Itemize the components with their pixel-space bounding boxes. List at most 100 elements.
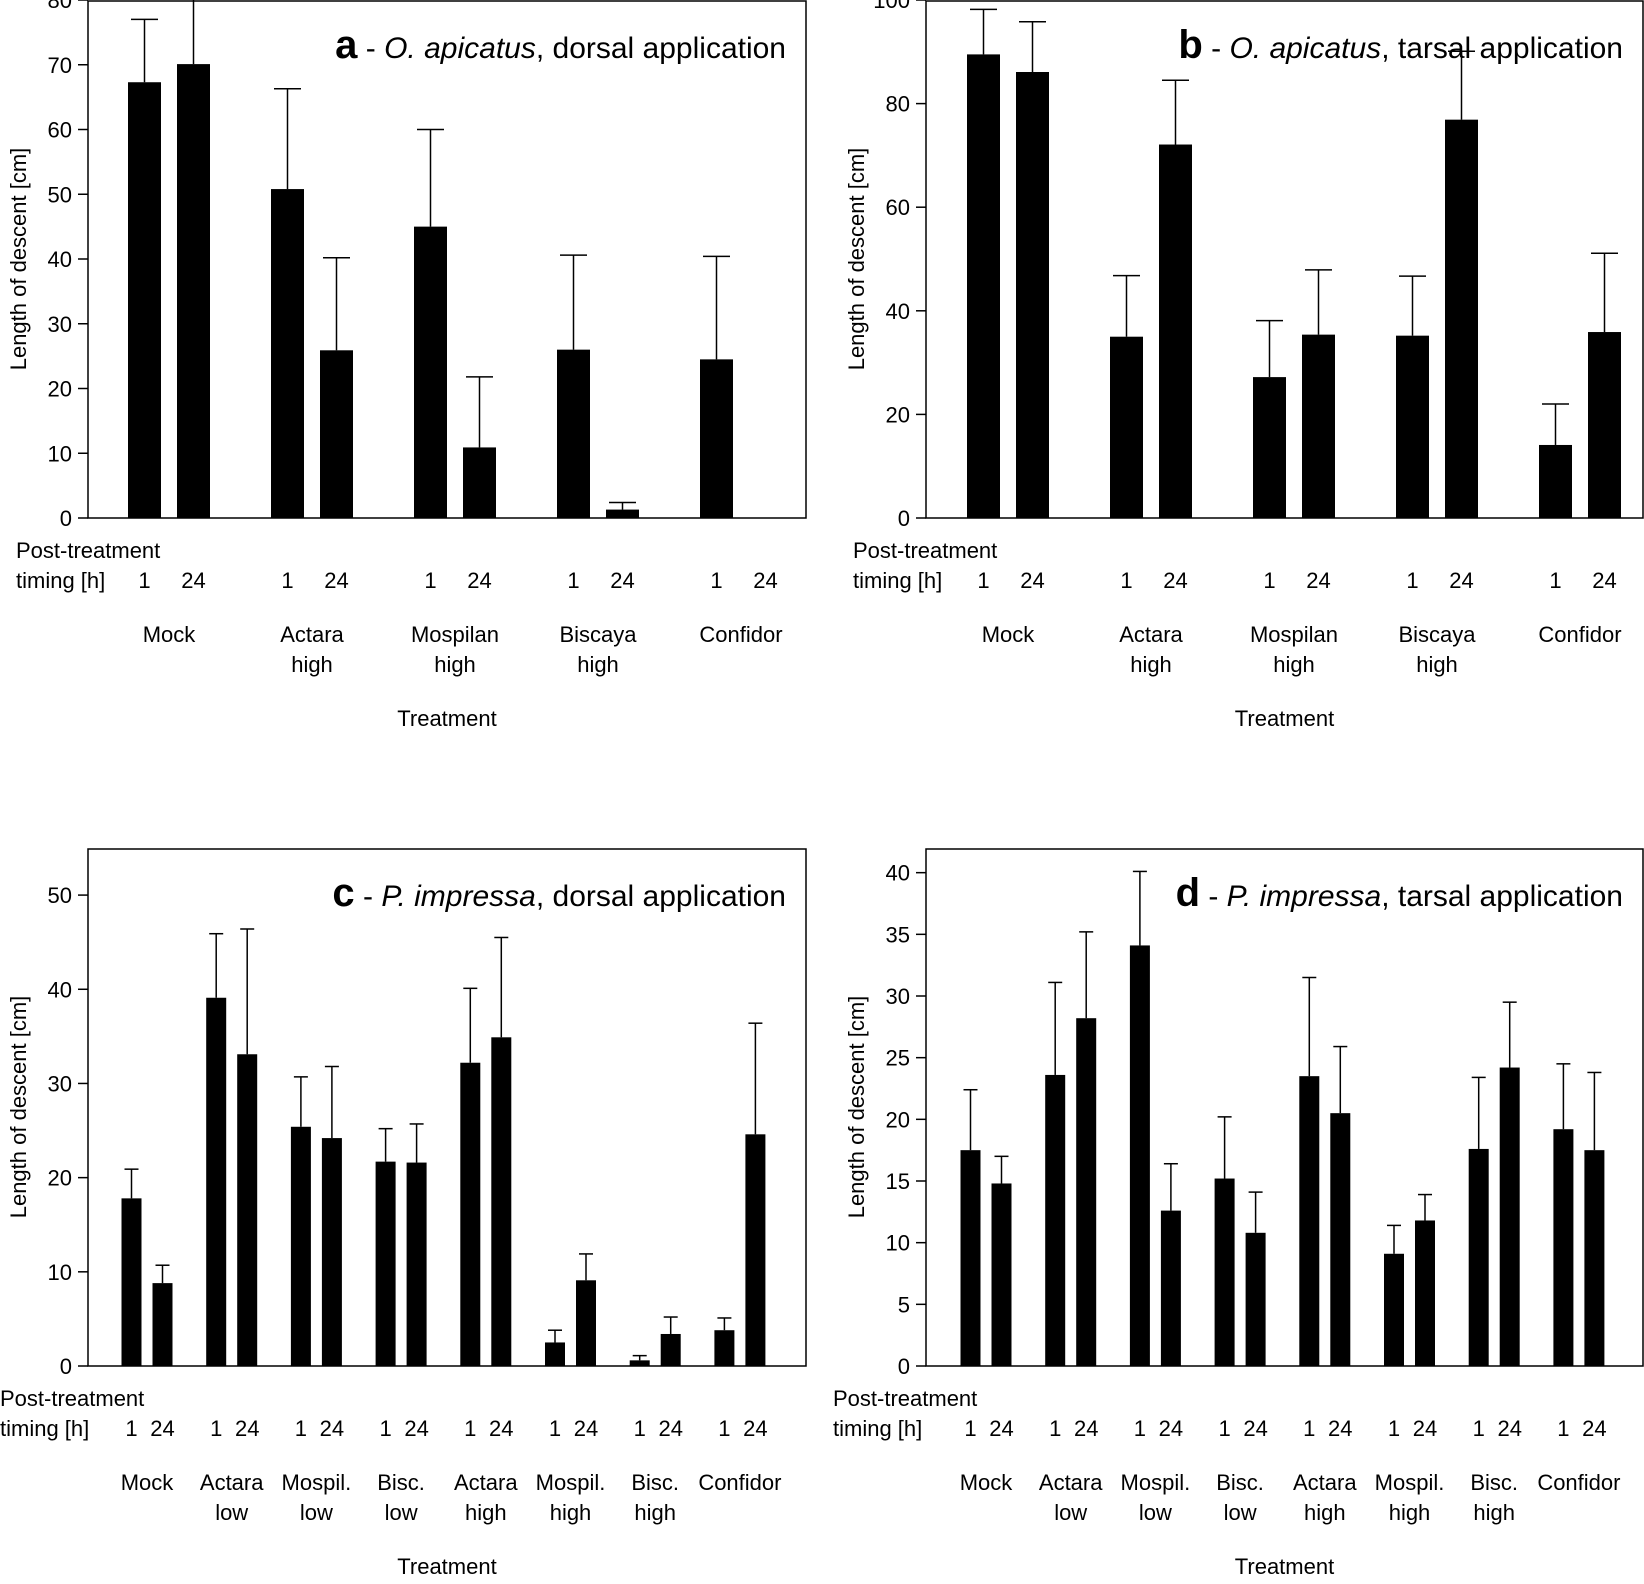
timing-tick-label: 24: [1497, 1416, 1521, 1441]
bar: [700, 359, 733, 518]
group-label: Confidor: [1537, 1470, 1620, 1495]
y-tick-label: 40: [886, 299, 910, 324]
panel-title-part: -: [357, 32, 384, 65]
bar: [1160, 1210, 1181, 1366]
group-label: Bisc.: [1216, 1470, 1264, 1495]
y-tick-label: 15: [886, 1169, 910, 1194]
timing-tick-label: 24: [989, 1416, 1013, 1441]
timing-tick-label: 24: [1306, 568, 1330, 593]
panel-title-part: -: [1200, 880, 1227, 913]
bar: [714, 1330, 735, 1366]
group-label: Mospilan: [411, 622, 499, 647]
bar: [745, 1134, 766, 1366]
timing-tick-label: 24: [1328, 1416, 1352, 1441]
bar: [1553, 1129, 1574, 1366]
timing-tick-label: 24: [489, 1416, 513, 1441]
timing-tick-label: 1: [549, 1416, 561, 1441]
group-label: high: [1130, 652, 1172, 677]
timing-tick-label: 1: [1549, 568, 1561, 593]
timing-tick-label: 1: [1388, 1416, 1400, 1441]
timing-tick-label: 24: [1582, 1416, 1606, 1441]
plot-frame: [87, 848, 807, 1367]
timing-tick-label: 24: [181, 568, 205, 593]
bar: [320, 350, 353, 518]
timing-tick-label: 24: [1592, 568, 1616, 593]
panel-title-part: , tarsal application: [1381, 880, 1623, 913]
panel-letter: a: [335, 23, 358, 67]
y-tick-label: 50: [48, 883, 72, 908]
y-axis-label: Length of descent [cm]: [844, 148, 869, 371]
bar: [1415, 1220, 1435, 1366]
bar: [576, 1280, 596, 1366]
y-tick-label: 30: [886, 984, 910, 1009]
group-label: Mospilan: [1250, 622, 1338, 647]
timing-tick-label: 24: [150, 1416, 174, 1441]
bar: [460, 1062, 481, 1366]
panel-title: c - P. impressa, dorsal application: [332, 871, 786, 915]
bar: [1110, 336, 1143, 518]
bar: [237, 1054, 258, 1366]
y-tick-label: 80: [48, 0, 72, 13]
bar: [1045, 1074, 1066, 1366]
bar: [1588, 332, 1621, 518]
panel-title-part: -: [1203, 32, 1230, 65]
timing-tick-label: 24: [1020, 568, 1044, 593]
timing-tick-label: 1: [1303, 1416, 1315, 1441]
timing-tick-label: 1: [634, 1416, 646, 1441]
bar: [1159, 144, 1192, 518]
bar: [960, 1150, 981, 1366]
group-label: Confidor: [699, 622, 782, 647]
y-axis-label: Length of descent [cm]: [6, 148, 31, 371]
timing-tick-label: 1: [379, 1416, 391, 1441]
timing-tick-label: 24: [610, 568, 634, 593]
y-tick-label: 20: [886, 402, 910, 427]
bar: [557, 349, 590, 518]
y-tick-label: 80: [886, 92, 910, 117]
y-tick-label: 0: [60, 506, 72, 531]
bar: [1468, 1148, 1489, 1366]
panel-title: b - O. apicatus, tarsal application: [1178, 23, 1623, 67]
panel-letter: b: [1178, 23, 1202, 67]
y-tick-label: 10: [886, 1231, 910, 1256]
group-label: Actara: [1039, 1470, 1103, 1495]
group-label: high: [634, 1500, 676, 1525]
timing-tick-label: 24: [1449, 568, 1473, 593]
timing-label: timing [h]: [833, 1416, 922, 1441]
group-label: Confidor: [1538, 622, 1621, 647]
bar: [545, 1342, 565, 1366]
chart-panel-a: 0 10 20 30 40 50 60 70 80 Length of descent [cm] a…: [6, 0, 807, 731]
bar: [414, 226, 447, 518]
group-label: Actara: [1293, 1470, 1357, 1495]
y-tick-label: 20: [48, 377, 72, 402]
y-tick-label: 25: [886, 1046, 910, 1071]
bar: [1445, 119, 1478, 519]
chart-panel-c: 0 10 20 30 40 50 Length of descent [cm] c - P. …: [0, 848, 807, 1579]
y-tick-label: 60: [48, 118, 72, 143]
bar: [606, 509, 639, 518]
panel-title-part: P. impressa: [1227, 880, 1382, 913]
group-label: Actara: [200, 1470, 264, 1495]
panel-title-part: P. impressa: [381, 880, 536, 913]
panel-title-part: , dorsal application: [536, 880, 786, 913]
timing-tick-label: 1: [710, 568, 722, 593]
chart-panel-b: 0 20 40 60 80 100 Length of descent [cm] b - O.…: [844, 0, 1644, 731]
timing-tick-label: 1: [1120, 568, 1132, 593]
panel-title-part: O. apicatus: [1229, 32, 1381, 65]
group-label: high: [1304, 1500, 1346, 1525]
y-tick-label: 0: [60, 1354, 72, 1379]
group-label: high: [1389, 1500, 1431, 1525]
panel-title-part: , dorsal application: [536, 32, 786, 65]
timing-tick-label: 24: [574, 1416, 598, 1441]
bar: [491, 1037, 512, 1366]
bar: [991, 1183, 1012, 1366]
panel-title-part: -: [355, 880, 382, 913]
timing-tick-label: 24: [743, 1416, 767, 1441]
x-axis-label: Treatment: [397, 1554, 496, 1579]
group-label: Bisc.: [377, 1470, 425, 1495]
group-label: high: [465, 1500, 507, 1525]
timing-tick-label: 24: [658, 1416, 682, 1441]
bar: [1016, 72, 1049, 518]
bar: [206, 997, 227, 1366]
group-label: Biscaya: [1398, 622, 1476, 647]
timing-tick-label: 1: [1263, 568, 1275, 593]
